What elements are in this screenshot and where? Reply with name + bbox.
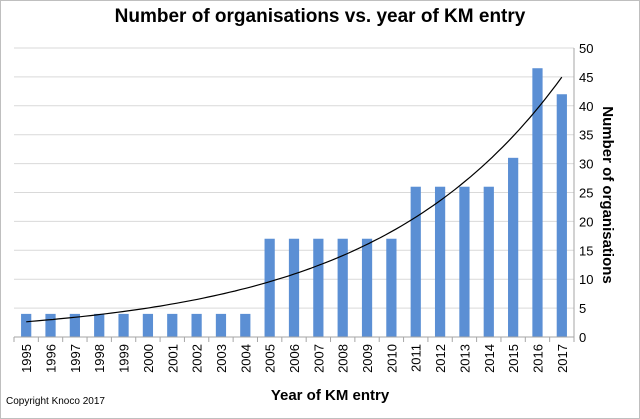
x-tick-label: 2003 — [214, 344, 229, 373]
x-tick-label: 2002 — [190, 344, 205, 373]
bar-1996 — [45, 313, 56, 337]
bar-2011 — [410, 186, 421, 337]
x-tick-label: 2005 — [263, 344, 278, 373]
x-tick-label: 2017 — [555, 344, 570, 373]
x-tick-label: 1999 — [117, 344, 132, 373]
x-tick-label: 2012 — [433, 344, 448, 373]
y-tick-label: 40 — [579, 99, 593, 114]
bar-2006 — [288, 238, 300, 337]
y-tick-label: 0 — [579, 330, 586, 345]
y-tick-label: 5 — [579, 301, 586, 316]
x-axis-label: Year of KM entry — [270, 387, 390, 404]
bar-2000 — [142, 313, 154, 337]
bar-2017 — [556, 94, 567, 338]
x-tick-label: 2004 — [238, 344, 253, 373]
y-tick-label: 25 — [579, 186, 593, 201]
x-tick-label: 1996 — [44, 344, 59, 373]
bar-2010 — [386, 238, 397, 337]
bar-1998 — [94, 313, 105, 337]
y-tick-label: 30 — [579, 157, 593, 172]
x-tick-label: 2010 — [384, 344, 399, 373]
bar-2012 — [434, 186, 446, 337]
bar-2004 — [240, 313, 251, 337]
trendline — [26, 76, 563, 323]
x-tick-label: 2009 — [360, 344, 375, 373]
bar-2008 — [337, 238, 348, 337]
y-tick-label: 10 — [579, 272, 593, 287]
y-tick-label: 20 — [579, 214, 593, 229]
x-tick-label: 2007 — [311, 344, 326, 373]
bar-2014 — [483, 186, 494, 337]
x-tick-label: 2016 — [530, 344, 545, 373]
y-tick-label: 15 — [579, 243, 593, 258]
x-tick-label: 2000 — [141, 344, 156, 373]
bar-1997 — [69, 313, 80, 337]
bar-1999 — [118, 313, 129, 337]
bar-2007 — [313, 238, 324, 337]
y-tick-label: 45 — [579, 70, 593, 85]
bar-1995 — [21, 313, 32, 337]
x-tick-label: 2014 — [482, 344, 497, 373]
y-axis-label: Number of organisations — [599, 106, 616, 284]
chart-title: Number of organisations vs. year of KM e… — [114, 6, 526, 27]
bar-2002 — [191, 313, 202, 337]
bar-2005 — [264, 238, 275, 337]
bar-2003 — [215, 313, 227, 337]
x-tick-label: 2015 — [506, 344, 521, 373]
bar-2013 — [459, 186, 470, 337]
x-tick-label: 2006 — [287, 344, 302, 373]
y-tick-label: 35 — [579, 128, 593, 143]
bar-2016 — [532, 68, 543, 337]
bar-2015 — [508, 157, 519, 337]
x-tick-label: 1998 — [92, 344, 107, 373]
x-tick-label: 2011 — [409, 344, 424, 372]
x-tick-label: 1997 — [68, 344, 83, 373]
copyright-annotation: Copyright Knoco 2017 — [6, 396, 105, 407]
bar-2001 — [167, 313, 178, 337]
y-tick-label: 50 — [579, 41, 593, 56]
x-tick-label: 2013 — [457, 344, 472, 373]
bar-2009 — [361, 238, 373, 337]
x-tick-label: 1995 — [19, 344, 34, 373]
x-tick-label: 2001 — [165, 344, 180, 373]
x-tick-label: 2008 — [336, 344, 351, 373]
